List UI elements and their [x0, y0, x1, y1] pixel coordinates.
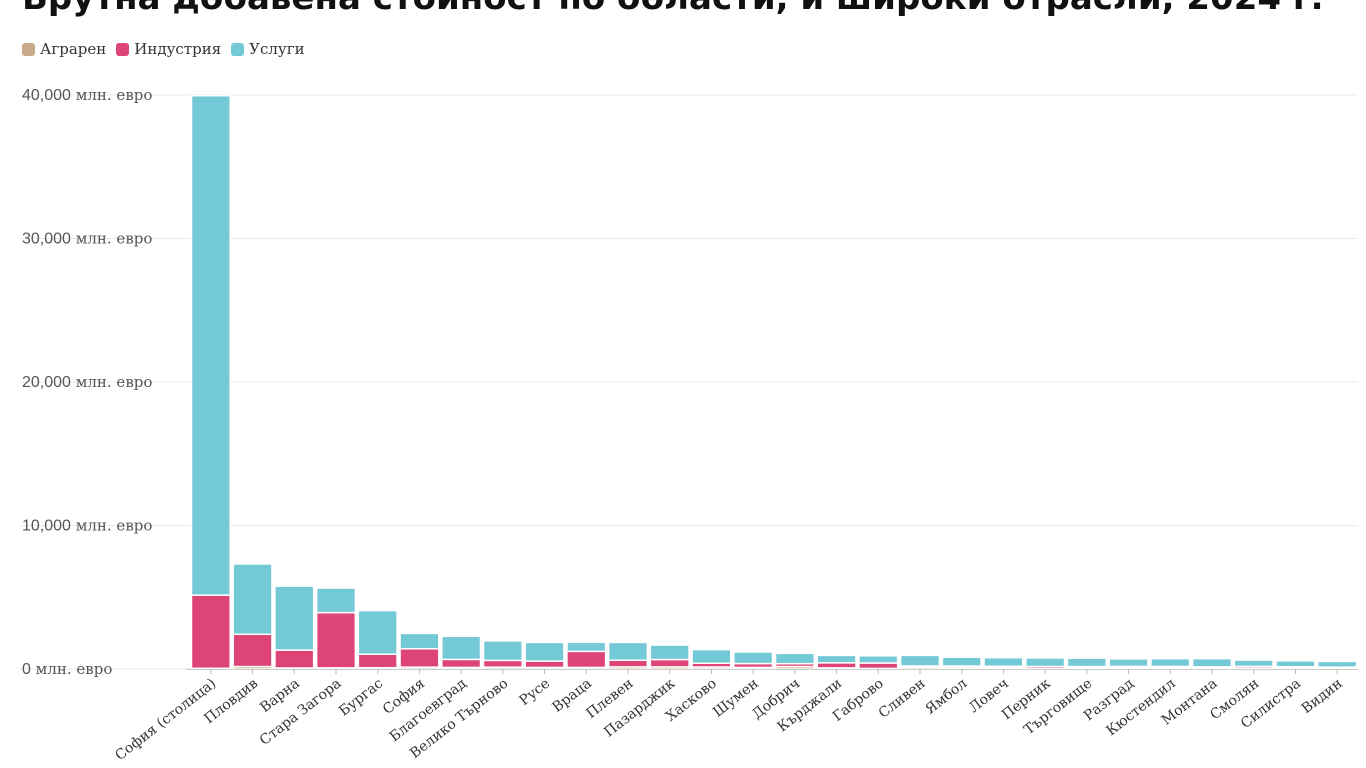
bar-stack[interactable] [1275, 660, 1316, 670]
bar-segment-services-7[interactable] [482, 640, 523, 662]
bar-segment-services-2[interactable] [274, 585, 315, 651]
bar-segment-industry-15[interactable] [816, 662, 857, 669]
legend-swatch-services [231, 42, 245, 56]
y-tick-label: 10,000 млн. евро [22, 517, 152, 535]
y-tick-label: 30,000 млн. евро [22, 230, 152, 248]
bar-stack[interactable] [232, 563, 273, 670]
bar-segment-services-10[interactable] [607, 641, 649, 661]
bar-segment-services-11[interactable] [649, 644, 690, 661]
chart-title: Брутна добавена стойност по области, и ш… [22, 0, 1324, 18]
bar-segment-services-15[interactable] [816, 654, 857, 664]
y-tick-label: 40,000 млн. евро [22, 86, 152, 104]
bar-segment-services-4[interactable] [357, 609, 398, 655]
bar-stack[interactable] [691, 648, 732, 670]
bar-segment-services-20[interactable] [1025, 657, 1066, 668]
x-tick-label: София (столица) [112, 676, 219, 764]
legend-swatch-industry [116, 42, 130, 56]
bar-segment-services-14[interactable] [774, 652, 815, 665]
bar-segment-industry-5[interactable] [399, 648, 440, 668]
bar-segment-services-21[interactable] [1066, 657, 1107, 668]
bar-segment-services-22[interactable] [1108, 658, 1149, 668]
bar-segment-services-5[interactable] [399, 632, 440, 650]
bar-segment-industry-7[interactable] [482, 659, 523, 668]
bar-segment-industry-16[interactable] [858, 662, 899, 670]
bar-stack[interactable] [1317, 660, 1358, 670]
bar-segment-services-9[interactable] [566, 641, 607, 653]
bar-stack[interactable] [899, 654, 941, 670]
bar-stack[interactable] [816, 654, 857, 670]
bar-stack[interactable] [649, 644, 690, 670]
bar-stack[interactable] [566, 641, 607, 670]
bars [190, 94, 1358, 670]
bar-stack[interactable] [315, 587, 357, 670]
bar-segment-services-0[interactable] [190, 94, 231, 596]
bar-segment-industry-8[interactable] [524, 660, 565, 669]
y-tick-label: 0 млн. евро [22, 660, 112, 678]
bar-segment-services-26[interactable] [1275, 660, 1316, 668]
x-tick-label: Бургас [336, 675, 386, 719]
legend-item-agrarian[interactable]: Аграрен [22, 40, 106, 58]
bar-stack[interactable] [733, 651, 774, 670]
bar-stack[interactable] [524, 641, 565, 670]
bar-segment-industry-3[interactable] [315, 611, 357, 669]
bar-stack[interactable] [1108, 658, 1149, 670]
bar-segment-services-13[interactable] [733, 651, 774, 665]
bar-stack[interactable] [607, 641, 649, 670]
x-tick-label: Сливен [876, 676, 929, 722]
legend-label-industry: Индустрия [134, 40, 222, 58]
bar-segment-services-24[interactable] [1191, 657, 1233, 668]
legend-label-agrarian: Аграрен [40, 40, 107, 58]
legend-item-services[interactable]: Услуги [231, 40, 305, 58]
bar-stack[interactable] [1191, 657, 1233, 670]
bar-segment-services-18[interactable] [941, 656, 982, 667]
bar-segment-services-3[interactable] [315, 587, 357, 614]
bar-stack[interactable] [858, 655, 899, 670]
x-tick-label: Ямбол [923, 675, 971, 717]
bar-stack[interactable] [983, 656, 1024, 670]
y-axis: 0 млн. евро 10,000 млн. евро 20,000 млн. е… [22, 86, 152, 678]
y-tick-label: 20,000 млн. евро [22, 373, 152, 391]
legend-swatch-agrarian [22, 42, 35, 56]
bar-stack[interactable] [774, 652, 815, 670]
bar-segment-services-16[interactable] [858, 655, 899, 664]
bar-stack[interactable] [1066, 657, 1107, 670]
bar-stack[interactable] [1150, 657, 1191, 670]
bar-stack[interactable] [441, 635, 482, 670]
bar-segment-services-1[interactable] [232, 563, 273, 636]
bar-segment-industry-11[interactable] [649, 658, 690, 668]
x-tick-label: Русе [517, 676, 553, 709]
bar-segment-services-17[interactable] [899, 654, 941, 667]
bar-segment-services-12[interactable] [691, 648, 732, 665]
bar-segment-services-23[interactable] [1150, 657, 1191, 668]
bar-stack[interactable] [941, 656, 982, 670]
legend-label-services: Услуги [249, 40, 305, 58]
bar-stack[interactable] [357, 609, 398, 670]
bar-stack[interactable] [190, 94, 231, 670]
bar-stack[interactable] [482, 640, 523, 670]
bar-segment-industry-1[interactable] [232, 633, 273, 668]
bar-segment-services-6[interactable] [441, 635, 482, 661]
bar-stack[interactable] [274, 585, 315, 670]
bar-segment-industry-6[interactable] [441, 658, 482, 669]
bar-stack[interactable] [1025, 657, 1066, 670]
bar-segment-industry-10[interactable] [607, 659, 649, 668]
legend: Аграрен Индустрия Услуги [22, 40, 305, 58]
bar-stack[interactable] [1233, 659, 1274, 670]
bar-segment-services-8[interactable] [524, 641, 565, 662]
bar-segment-industry-9[interactable] [566, 650, 607, 669]
bar-segment-industry-4[interactable] [357, 653, 398, 669]
bar-segment-industry-2[interactable] [274, 649, 315, 669]
bar-segment-industry-0[interactable] [190, 594, 231, 670]
bar-segment-services-27[interactable] [1317, 660, 1358, 668]
bar-segment-services-19[interactable] [983, 656, 1024, 668]
legend-item-industry[interactable]: Индустрия [116, 40, 221, 58]
x-tick-label: Видин [1299, 676, 1346, 717]
bar-stack[interactable] [399, 632, 440, 670]
bar-segment-services-25[interactable] [1233, 659, 1274, 668]
